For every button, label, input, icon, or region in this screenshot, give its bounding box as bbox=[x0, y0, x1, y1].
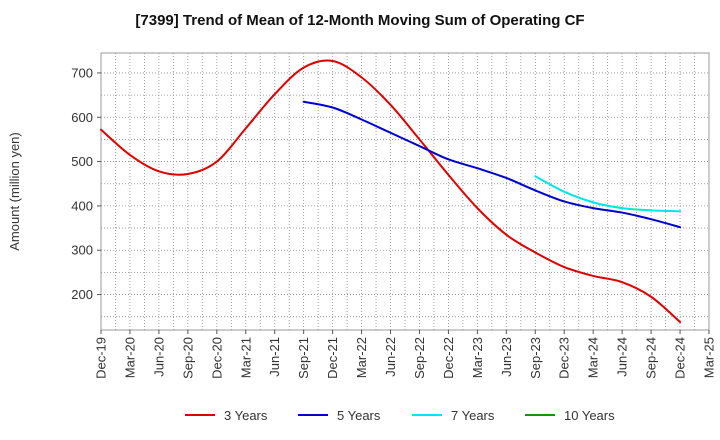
y-tick-label: 600 bbox=[71, 110, 93, 125]
legend: 3 Years 5 Years 7 Years 10 Years bbox=[185, 408, 615, 423]
x-tick-label: Jun-21 bbox=[267, 337, 282, 377]
legend-item-3-years: 3 Years bbox=[185, 408, 268, 423]
y-tick-label: 500 bbox=[71, 154, 93, 169]
y-tick-label: 200 bbox=[71, 287, 93, 302]
legend-item-5-years: 5 Years bbox=[298, 408, 381, 423]
series-line-7-years bbox=[534, 175, 682, 213]
legend-item-7-years: 7 Years bbox=[412, 408, 495, 423]
y-tick-label: 700 bbox=[71, 65, 93, 80]
x-tick-label: Jun-23 bbox=[499, 337, 514, 377]
y-axis-ticks: 200 300 400 500 600 700 bbox=[71, 65, 101, 302]
x-tick-label: Dec-24 bbox=[673, 337, 688, 379]
x-tick-label: Sep-24 bbox=[644, 337, 659, 379]
x-tick-label: Mar-24 bbox=[586, 337, 601, 378]
y-tick-label: 300 bbox=[71, 243, 93, 258]
x-tick-label: Sep-21 bbox=[296, 337, 311, 379]
x-axis-ticks: Dec-19 Mar-20 Jun-20 Sep-20 Dec-20 Mar-21 Jun-… bbox=[94, 330, 717, 379]
y-axis-label: Amount (million yen) bbox=[7, 132, 22, 251]
legend-label: 10 Years bbox=[564, 408, 615, 423]
chart-title: [7399] Trend of Mean of 12-Month Moving … bbox=[135, 12, 585, 29]
x-tick-label: Dec-19 bbox=[94, 337, 109, 379]
x-tick-label: Sep-22 bbox=[412, 337, 427, 379]
x-tick-label: Jun-20 bbox=[151, 337, 166, 377]
series-lines bbox=[100, 59, 682, 324]
x-tick-label: Dec-23 bbox=[557, 337, 572, 379]
x-tick-label: Mar-22 bbox=[354, 337, 369, 378]
series-line-3-years bbox=[100, 59, 682, 324]
x-tick-label: Mar-25 bbox=[702, 337, 717, 378]
plot-area-frame bbox=[100, 52, 710, 331]
x-tick-label: Mar-21 bbox=[238, 337, 253, 378]
x-tick-label: Dec-21 bbox=[325, 337, 340, 379]
legend-label: 7 Years bbox=[451, 408, 495, 423]
series-line-5-years bbox=[302, 100, 682, 229]
legend-label: 3 Years bbox=[224, 408, 268, 423]
x-tick-label: Jun-22 bbox=[383, 337, 398, 377]
x-tick-label: Dec-20 bbox=[209, 337, 224, 379]
x-tick-label: Dec-22 bbox=[441, 337, 456, 379]
legend-label: 5 Years bbox=[337, 408, 381, 423]
x-tick-label: Mar-23 bbox=[470, 337, 485, 378]
legend-item-10-years: 10 Years bbox=[525, 408, 615, 423]
grid-lines bbox=[101, 53, 709, 330]
x-tick-label: Sep-23 bbox=[528, 337, 543, 379]
y-tick-label: 400 bbox=[71, 198, 93, 213]
x-tick-label: Mar-20 bbox=[122, 337, 137, 378]
x-tick-label: Jun-24 bbox=[615, 337, 630, 377]
x-tick-label: Sep-20 bbox=[180, 337, 195, 379]
